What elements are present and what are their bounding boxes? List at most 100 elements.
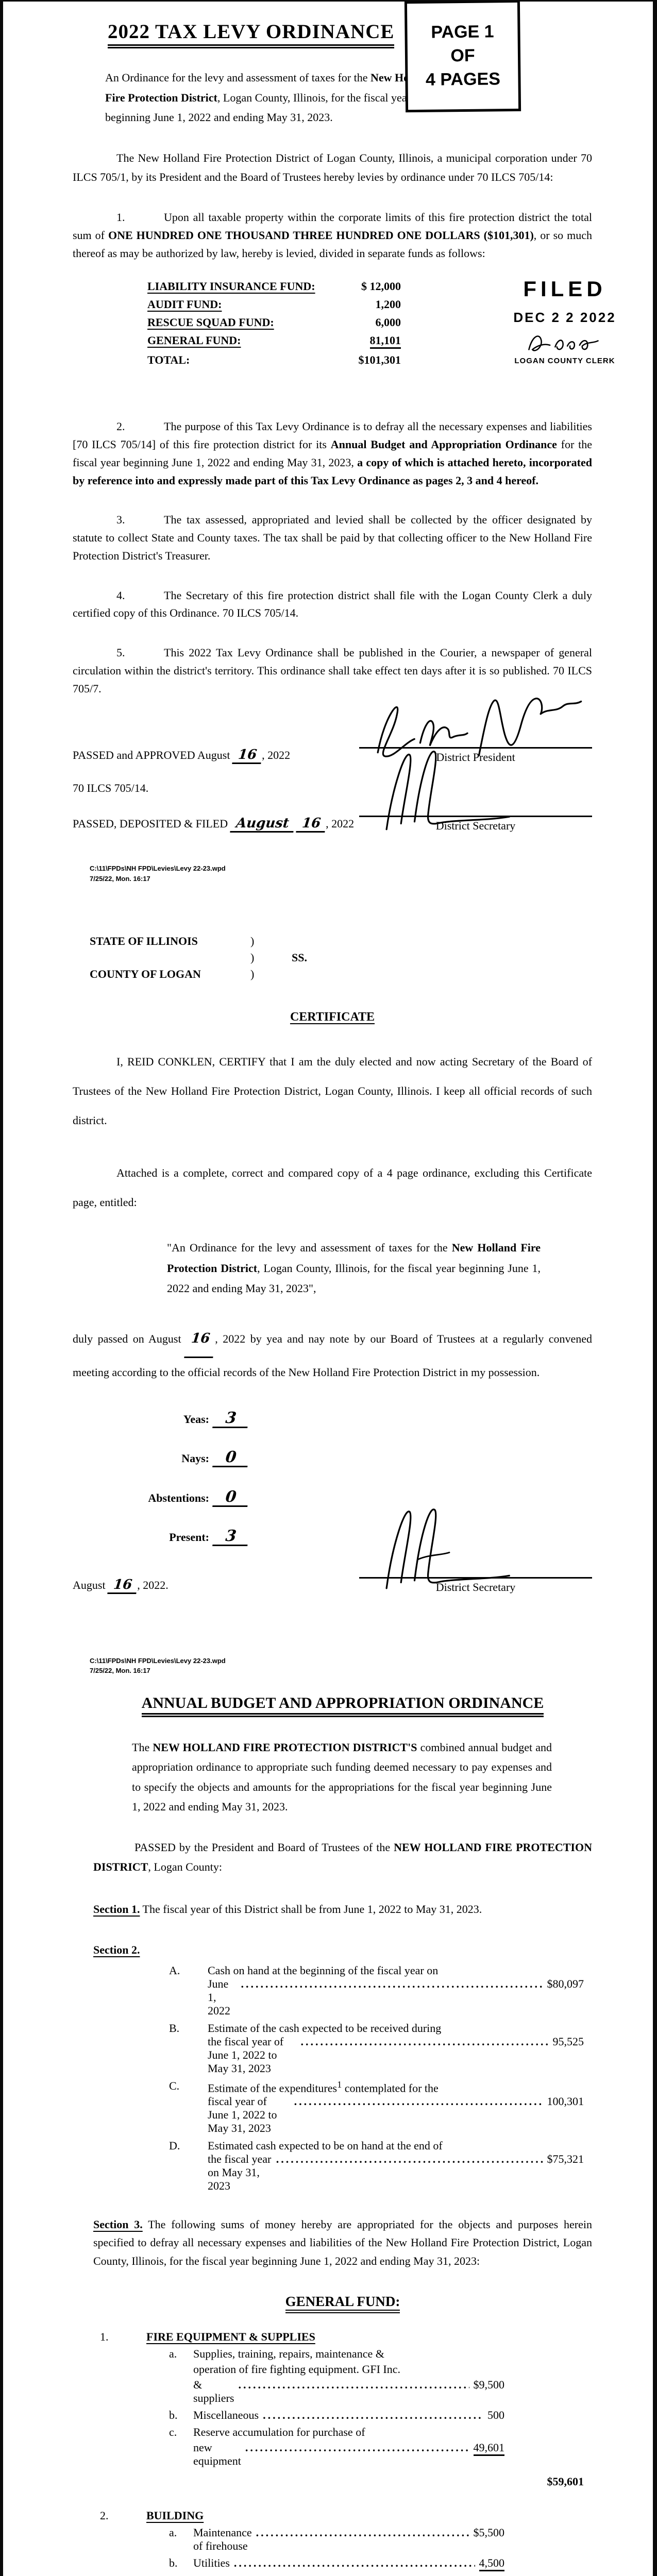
paragraph-run: , 2022 by yea and nay note by our Board … bbox=[73, 1332, 592, 1379]
fund-levy-table: LIABILITY INSURANCE FUND: $ 12,000 AUDIT… bbox=[147, 280, 401, 367]
section-heading: Section 1. bbox=[93, 1902, 140, 1916]
item-text: Estimate of the cash expected to be rece… bbox=[208, 2021, 442, 2035]
filed-stamp-date: DEC 2 2 2022 bbox=[513, 310, 616, 326]
passed-approved-row: PASSED and APPROVED August 16, 2022 Dist… bbox=[73, 698, 592, 765]
certificate-title: CERTIFICATE bbox=[290, 1010, 375, 1024]
deposited-filed-row: PASSED, DEPOSITED & FILED August 16, 202… bbox=[73, 751, 592, 833]
signature-line bbox=[359, 816, 592, 818]
date-year: , 2022. bbox=[137, 1578, 169, 1591]
sub-item-text: (1) Liberty Utilities, gas heat bbox=[191, 2575, 234, 2576]
item-amount: 95,525 bbox=[552, 2035, 584, 2048]
item-text: Miscellaneous bbox=[193, 2408, 259, 2421]
fund-amount: 1,200 bbox=[375, 298, 401, 311]
category-title: FIRE EQUIPMENT & SUPPLIES bbox=[146, 2330, 315, 2343]
badge-line-1: PAGE 1 bbox=[431, 22, 494, 42]
dot-leader bbox=[234, 2556, 475, 2570]
passed-year: , 2022 bbox=[262, 749, 291, 762]
fund-label: RESCUE SQUAD FUND: bbox=[147, 316, 274, 329]
certificate-paragraph-2: Attached is a complete, correct and comp… bbox=[73, 1166, 592, 1209]
item-letter: a. bbox=[169, 2526, 177, 2539]
paren: ) bbox=[250, 951, 255, 964]
paragraph-5: 5. This 2022 Tax Levy Ordinance shall be … bbox=[73, 644, 592, 698]
item-text: Estimate of the expenditures1 contemplat… bbox=[208, 2079, 439, 2095]
budget-ordinance-reference: Annual Budget and Appropriation Ordinanc… bbox=[330, 438, 557, 451]
secretary-signature-block: District Secretary bbox=[359, 751, 592, 833]
vote-label: Nays: bbox=[181, 1452, 209, 1465]
dot-leader bbox=[294, 2095, 543, 2108]
category-building: 2. BUILDING a. Maintenance of firehouse $5,… bbox=[93, 2509, 592, 2576]
intro-run: An Ordinance for the levy and assessment… bbox=[105, 71, 371, 84]
paragraph-run: duly passed on August bbox=[73, 1332, 181, 1345]
file-path-note: C:\11\FPDs\NH FPD\Levies\Levy 22-23.wpd … bbox=[90, 1656, 592, 1676]
county-label: COUNTY OF LOGAN bbox=[90, 968, 201, 981]
dot-leader bbox=[241, 1977, 543, 1991]
item-text-run: Estimate of the expenditures bbox=[208, 2081, 338, 2095]
date-month: August bbox=[73, 1578, 106, 1591]
total-label: TOTAL: bbox=[147, 353, 190, 367]
paragraph-run: , Logan County: bbox=[148, 1860, 222, 1874]
item-text-run: contemplated for the bbox=[342, 2081, 439, 2095]
table-row: LIABILITY INSURANCE FUND: $ 12,000 bbox=[147, 280, 401, 293]
file-path: C:\11\FPDs\NH FPD\Levies\Levy 22-23.wpd bbox=[90, 1656, 226, 1665]
list-item: D. Estimated cash expected to be on hand … bbox=[169, 2139, 592, 2193]
filed-stamp-text: FILED bbox=[523, 277, 607, 301]
item-text: Estimated cash expected to be on hand at… bbox=[208, 2139, 443, 2153]
section-heading: Section 2. bbox=[93, 1943, 140, 1956]
clerk-stamp-label: LOGAN COUNTY CLERK bbox=[514, 357, 615, 366]
passed-text: PASSED and APPROVED August bbox=[73, 749, 230, 762]
fund-amount: 6,000 bbox=[375, 316, 401, 329]
levy-total-amount-words: ONE HUNDRED ONE THOUSAND THREE HUNDRED O… bbox=[108, 228, 534, 242]
paragraph-run: This 2022 Tax Levy Ordinance shall be pu… bbox=[73, 646, 592, 695]
handwritten-vote-count: 0 bbox=[212, 1448, 249, 1467]
signature-line bbox=[359, 747, 592, 749]
vote-row-nays: Nays: 0 bbox=[116, 1448, 592, 1467]
handwritten-month: August bbox=[229, 816, 295, 833]
paragraph-number: 2. bbox=[116, 420, 125, 433]
table-row: GENERAL FUND: 81,101 bbox=[147, 334, 401, 349]
dot-leader bbox=[300, 2035, 548, 2048]
certificate-date-row: August 16, 2022. District Secretary bbox=[73, 1508, 592, 1594]
section-2-items: A. Cash on hand at the beginning of the f… bbox=[169, 1964, 592, 2193]
vote-row-present: Present: 3 bbox=[116, 1527, 592, 1546]
vote-label: Present: bbox=[169, 1531, 209, 1544]
item-amount-underlined: 49,601 bbox=[473, 2441, 504, 2456]
venue-state-row: STATE OF ILLINOIS ) bbox=[90, 933, 592, 950]
paragraph-3: 3. The tax assessed, appropriated and lev… bbox=[73, 511, 592, 565]
secretary-signature bbox=[385, 751, 510, 831]
item-text: the fiscal year of June 1, 2022 to May 3… bbox=[208, 2035, 284, 2075]
paragraph-number: 3. bbox=[116, 513, 125, 527]
fund-amount: 81,101 bbox=[369, 334, 401, 349]
paragraph-run: , or so much thereof as may be authorize… bbox=[73, 228, 593, 260]
vote-row-abstentions: Abstentions: 0 bbox=[116, 1488, 592, 1507]
fund-label: LIABILITY INSURANCE FUND: bbox=[147, 280, 315, 293]
section-3: Section 3. The following sums of money h… bbox=[93, 2215, 592, 2270]
total-amount: $101,301 bbox=[358, 353, 401, 367]
category-number: 2. bbox=[100, 2509, 109, 2522]
dot-leader bbox=[245, 2441, 469, 2454]
handwritten-vote-count: 0 bbox=[212, 1488, 249, 1507]
vote-tally: Yeas: 3 Nays: 0 Abstentions: 0 Present: … bbox=[116, 1409, 592, 1546]
item-amount: $80,097 bbox=[547, 1977, 584, 1990]
district-name-bold: NEW HOLLAND FIRE PROTECTION DISTRICT bbox=[93, 1840, 592, 1874]
file-timestamp: 7/25/22, Mon. 16:17 bbox=[90, 1667, 150, 1675]
item-amount-underlined: 4,500 bbox=[479, 2556, 504, 2571]
budget-intro: The NEW HOLLAND FIRE PROTECTION DISTRICT… bbox=[132, 1738, 552, 1817]
footnote-marker: 1 bbox=[337, 2079, 342, 2090]
state-label: STATE OF ILLINOIS bbox=[90, 935, 198, 948]
item-amount: $9,500 bbox=[473, 2378, 505, 2391]
item-text: Utilities bbox=[193, 2556, 230, 2569]
intro-run: combined annual budget and appropriation… bbox=[132, 1740, 552, 1814]
ordinance-intro: An Ordinance for the levy and assessment… bbox=[105, 68, 435, 128]
item-letter: A. bbox=[169, 1963, 180, 1977]
paragraph-run: The purpose of this Tax Levy Ordinance i… bbox=[73, 420, 592, 451]
paragraph-run: PASSED by the President and Board of Tru… bbox=[134, 1840, 394, 1854]
county-clerk-filed-stamp: FILED DEC 2 2 2022 LOGAN COUNTY CLERK bbox=[479, 277, 651, 365]
item-amount: 500 bbox=[487, 2408, 504, 2421]
item-letter: a. bbox=[169, 2347, 177, 2360]
president-signature bbox=[377, 698, 582, 758]
category-fire-equipment: 1. FIRE EQUIPMENT & SUPPLIES a. Supplies, … bbox=[93, 2330, 592, 2488]
badge-line-3: 4 PAGES bbox=[425, 69, 501, 90]
handwritten-vote-count: 3 bbox=[212, 1527, 249, 1546]
certificate-paragraph-3: duly passed on August 16, 2022 by yea an… bbox=[73, 1321, 592, 1387]
section-text: The fiscal year of this District shall b… bbox=[140, 1902, 482, 1916]
